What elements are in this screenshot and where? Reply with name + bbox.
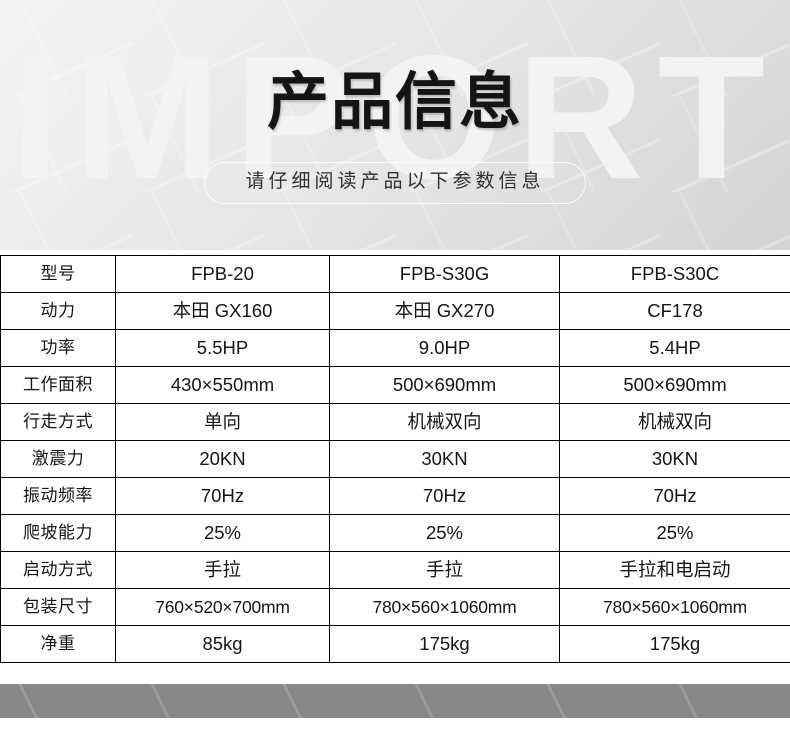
table-cell: 手拉 [115,551,330,589]
table-row-label: 振动频率 [0,477,116,515]
table-row-label: 激震力 [0,440,116,478]
table-cell: FPB-20 [115,255,330,293]
bottom-bar-watermark-pattern [0,684,790,718]
table-cell: 本田 GX270 [329,292,560,330]
table-cell: 25% [559,514,790,552]
table-cell: 175kg [559,625,790,663]
table-cell: 780×560×1060mm [559,588,790,626]
table-row: 功率 5.5HP 9.0HP 5.4HP [0,329,790,367]
banner-header: IMPORT 产品信息 请仔细阅读产品以下参数信息 [0,0,790,250]
subtitle-pill: 请仔细阅读产品以下参数信息 [204,162,586,204]
table-cell: 30KN [559,440,790,478]
table-cell: FPB-S30G [329,255,560,293]
table-cell: 手拉 [329,551,560,589]
table-row-label: 工作面积 [0,366,116,404]
table-cell: 机械双向 [329,403,560,441]
table-cell: 30KN [329,440,560,478]
table-row-label: 型号 [0,255,116,293]
table-cell: 780×560×1060mm [329,588,560,626]
table-row-label: 动力 [0,292,116,330]
table-row: 包装尺寸 760×520×700mm 780×560×1060mm 780×560×1… [0,588,790,626]
table-row: 振动频率 70Hz 70Hz 70Hz [0,477,790,515]
bottom-gray-bar [0,684,790,718]
table-row-label: 净重 [0,625,116,663]
table-cell: 20KN [115,440,330,478]
table-cell: 手拉和电启动 [559,551,790,589]
table-row: 启动方式 手拉 手拉 手拉和电启动 [0,551,790,589]
table-row-label: 功率 [0,329,116,367]
table-row: 爬坡能力 25% 25% 25% [0,514,790,552]
table-cell: 单向 [115,403,330,441]
table-cell: 25% [115,514,330,552]
table-row-label: 爬坡能力 [0,514,116,552]
table-cell: 70Hz [115,477,330,515]
table-cell: 500×690mm [329,366,560,404]
table-row: 净重 85kg 175kg 175kg [0,625,790,663]
table-cell: FPB-S30C [559,255,790,293]
page-title: 产品信息 [266,68,523,137]
table-cell: 5.5HP [115,329,330,367]
spec-table-container: 型号 FPB-20 FPB-S30G FPB-S30C 动力 本田 GX160 本田 GX2… [0,255,790,663]
table-cell: 760×520×700mm [115,588,330,626]
table-cell: 本田 GX160 [115,292,330,330]
table-cell: CF178 [559,292,790,330]
table-cell: 70Hz [559,477,790,515]
table-cell: 25% [329,514,560,552]
banner-content: 产品信息 请仔细阅读产品以下参数信息 [0,0,790,250]
subtitle-text: 请仔细阅读产品以下参数信息 [245,171,545,192]
table-row: 行走方式 单向 机械双向 机械双向 [0,403,790,441]
table-cell: 9.0HP [329,329,560,367]
table-row: 动力 本田 GX160 本田 GX270 CF178 [0,292,790,330]
table-cell: 机械双向 [559,403,790,441]
spec-table-body: 型号 FPB-20 FPB-S30G FPB-S30C 动力 本田 GX160 本田 GX2… [0,255,790,663]
table-cell: 5.4HP [559,329,790,367]
table-row-label: 包装尺寸 [0,588,116,626]
table-cell: 500×690mm [559,366,790,404]
spec-table: 型号 FPB-20 FPB-S30G FPB-S30C 动力 本田 GX160 本田 GX2… [0,255,790,663]
table-cell: 430×550mm [115,366,330,404]
table-row: 激震力 20KN 30KN 30KN [0,440,790,478]
table-cell: 175kg [329,625,560,663]
table-row: 型号 FPB-20 FPB-S30G FPB-S30C [0,255,790,293]
table-cell: 70Hz [329,477,560,515]
table-row: 工作面积 430×550mm 500×690mm 500×690mm [0,366,790,404]
table-cell: 85kg [115,625,330,663]
table-row-label: 行走方式 [0,403,116,441]
table-row-label: 启动方式 [0,551,116,589]
